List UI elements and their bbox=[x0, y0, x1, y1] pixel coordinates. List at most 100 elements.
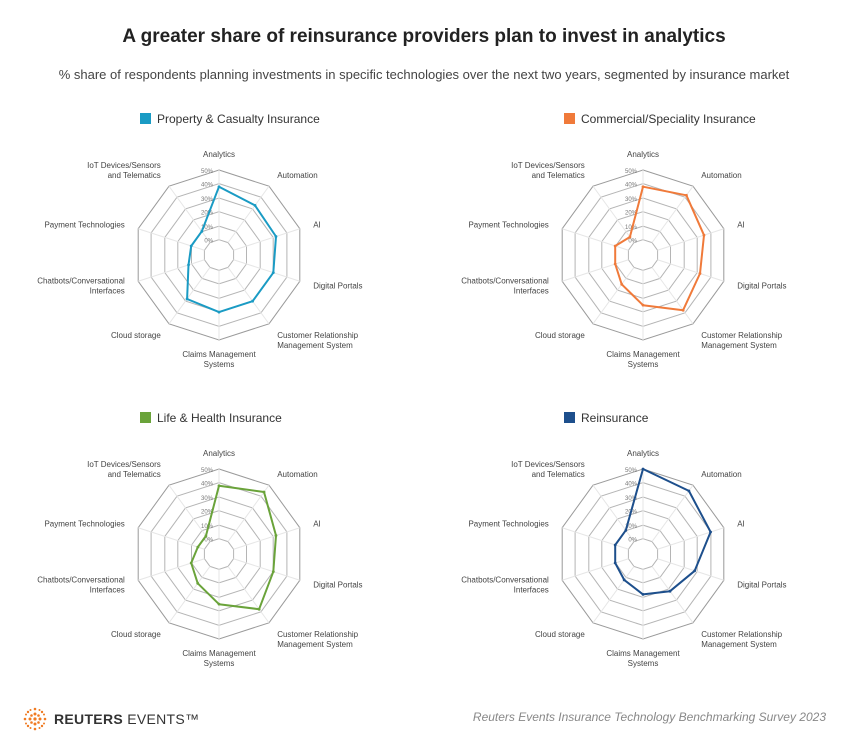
grid-spoke bbox=[138, 527, 205, 550]
axis-label-digital-portals: Digital Portals bbox=[737, 282, 786, 291]
grid-spoke bbox=[657, 527, 724, 550]
data-point bbox=[217, 602, 221, 606]
tick-label: 0% bbox=[204, 239, 213, 245]
data-point bbox=[253, 204, 257, 207]
axis-label-customer-relationship-management-system: Customer Relationship Management System bbox=[701, 331, 782, 350]
legend-label: Reinsurance bbox=[581, 411, 649, 425]
axis-label-digital-portals: Digital Portals bbox=[313, 282, 362, 291]
data-point bbox=[189, 244, 193, 248]
data-point bbox=[204, 534, 208, 538]
axis-label-payment-technologies: Payment Technologies bbox=[468, 220, 548, 229]
data-point bbox=[271, 271, 275, 275]
axis-label-payment-technologies: Payment Technologies bbox=[44, 220, 124, 229]
tick-label: 30% bbox=[625, 197, 638, 203]
axis-label-cloud-storage: Cloud storage bbox=[535, 331, 585, 340]
radar-chart-commercial-speciality-insurance: Commercial/Speciality Insurance0%10%20%3… bbox=[461, 112, 786, 369]
data-point bbox=[613, 561, 617, 565]
data-point bbox=[271, 570, 275, 574]
axis-label-analytics: Analytics bbox=[203, 150, 235, 159]
tick-label: 50% bbox=[625, 169, 638, 175]
page-subtitle: % share of respondents planning investme… bbox=[58, 67, 790, 82]
data-point bbox=[668, 589, 672, 593]
tick-label: 20% bbox=[625, 211, 638, 217]
data-point bbox=[620, 282, 624, 286]
data-point bbox=[196, 581, 200, 585]
grid-spoke bbox=[562, 558, 629, 581]
series-line bbox=[614, 468, 712, 596]
data-point bbox=[217, 484, 221, 488]
axis-label-customer-relationship-management-system: Customer Relationship Management System bbox=[277, 331, 358, 350]
data-point bbox=[622, 578, 626, 582]
axis-label-customer-relationship-management-system: Customer Relationship Management System bbox=[277, 630, 358, 649]
data-point bbox=[613, 262, 617, 266]
legend-label: Property & Casualty Insurance bbox=[157, 112, 320, 126]
axis-label-automation: Automation bbox=[701, 171, 741, 180]
legend-swatch bbox=[140, 412, 151, 423]
tick-label: 10% bbox=[625, 524, 638, 530]
axis-label-iot-devices-sensors-and-telematics: IoT Devices/Sensors and Telematics bbox=[87, 460, 161, 479]
grid-spoke bbox=[168, 267, 211, 325]
data-point bbox=[709, 530, 712, 534]
data-point bbox=[624, 528, 628, 532]
axis-label-cloud-storage: Cloud storage bbox=[111, 331, 161, 340]
data-point bbox=[685, 193, 688, 197]
data-point bbox=[251, 299, 254, 303]
axis-label-claims-management-systems: Claims Management Systems bbox=[182, 350, 256, 369]
grid-spoke bbox=[138, 558, 205, 581]
axis-label-ai: AI bbox=[313, 220, 321, 229]
axis-label-automation: Automation bbox=[701, 470, 741, 479]
legend-swatch bbox=[564, 113, 575, 124]
reuters-events-logo: REUTERS EVENTS™ bbox=[22, 706, 199, 732]
grid-spoke bbox=[562, 228, 629, 251]
grid-spoke bbox=[592, 484, 635, 542]
grid-spoke bbox=[138, 228, 205, 251]
tick-label: 40% bbox=[201, 482, 214, 488]
axis-label-ai: AI bbox=[313, 519, 321, 528]
data-point bbox=[274, 534, 278, 537]
axis-label-digital-portals: Digital Portals bbox=[737, 581, 786, 590]
grid-spoke bbox=[562, 527, 629, 550]
radar-panel-life-health: Life & Health Insurance 0% 10% 20% 30% 40% 50%… bbox=[0, 399, 424, 699]
legend-label: Commercial/Speciality Insurance bbox=[581, 112, 756, 126]
grid-spoke bbox=[592, 267, 635, 325]
legend-swatch bbox=[564, 412, 575, 423]
data-point bbox=[693, 569, 697, 573]
data-point bbox=[641, 303, 645, 307]
grid-spoke bbox=[651, 267, 694, 325]
tick-label: 50% bbox=[201, 169, 214, 175]
axis-label-claims-management-systems: Claims Management Systems bbox=[182, 649, 256, 668]
radar-grid bbox=[137, 169, 301, 341]
data-point bbox=[613, 543, 617, 547]
data-point bbox=[185, 297, 189, 301]
radar-panel-property-casualty: Property & Casualty Insurance 0% 10% 20% 30%… bbox=[0, 100, 424, 400]
series-line bbox=[190, 484, 277, 611]
tick-label: 10% bbox=[201, 225, 214, 231]
logo-bold-text: REUTERS bbox=[54, 711, 123, 727]
radar-grid bbox=[561, 468, 725, 640]
axis-label-chatbots-conversational-interfaces: Chatbots/Conversational Interfaces bbox=[37, 576, 125, 595]
data-point bbox=[187, 263, 190, 267]
axis-label-ai: AI bbox=[737, 220, 745, 229]
data-point bbox=[687, 489, 691, 493]
data-point bbox=[698, 272, 702, 275]
grid-spoke bbox=[168, 484, 211, 542]
radar-panel-reinsurance: Reinsurance 0% 10% 20% 30% 40% 50% Analytics Aut… bbox=[424, 399, 848, 699]
axis-label-payment-technologies: Payment Technologies bbox=[468, 519, 548, 528]
axis-label-digital-portals: Digital Portals bbox=[313, 581, 362, 590]
axis-label-chatbots-conversational-interfaces: Chatbots/Conversational Interfaces bbox=[461, 576, 549, 595]
tick-label: 0% bbox=[628, 538, 637, 544]
grid-spoke bbox=[657, 558, 724, 581]
grid-spoke bbox=[657, 228, 724, 251]
logo-rest-text: EVENTS™ bbox=[123, 711, 200, 727]
data-point bbox=[217, 185, 221, 189]
grid-spoke bbox=[651, 566, 694, 624]
grid-ring bbox=[203, 239, 235, 271]
grid-spoke bbox=[168, 185, 211, 243]
tick-label: 40% bbox=[625, 482, 638, 488]
data-point bbox=[641, 592, 645, 596]
data-point bbox=[189, 561, 193, 565]
data-point bbox=[217, 310, 221, 314]
axis-label-cloud-storage: Cloud storage bbox=[535, 630, 585, 639]
tick-label: 40% bbox=[201, 183, 214, 189]
radar-chart-property-casualty-insurance: Property & Casualty Insurance 0% 10% 20% 30%… bbox=[37, 112, 362, 369]
